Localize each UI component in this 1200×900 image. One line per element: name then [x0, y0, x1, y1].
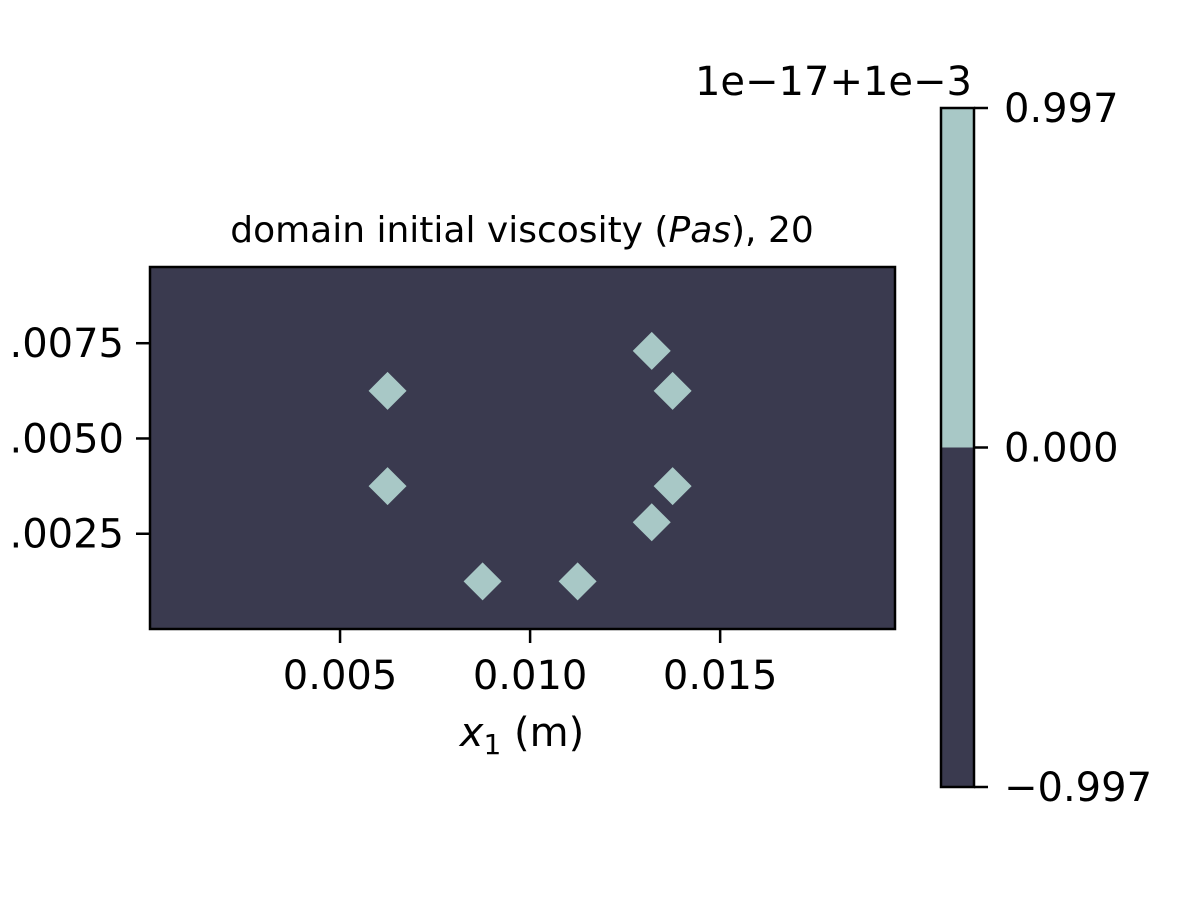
- x-axis-ticks: 0.005 0.010 0.015: [283, 629, 778, 699]
- x-tick-label-2: 0.015: [663, 653, 778, 699]
- x-tick-label-0: 0.005: [283, 653, 398, 699]
- colorbar-segment-0: [941, 108, 974, 448]
- data-point-4: [632, 503, 671, 542]
- data-point-0: [368, 371, 407, 410]
- y-tick-label-2: .0075: [9, 321, 124, 367]
- colorbar-segments: [941, 108, 974, 787]
- data-point-5: [653, 467, 692, 506]
- colorbar-ticks: 0.997 0.000 −0.997: [974, 86, 1152, 811]
- marker-group: [368, 331, 692, 601]
- x-axis-label-unit: (m): [501, 710, 584, 756]
- plot-background: [150, 267, 895, 629]
- data-point-1: [368, 467, 407, 506]
- y-tick-label-0: .0025: [9, 512, 124, 558]
- x-axis-label-var: x: [458, 710, 484, 756]
- data-point-6: [653, 371, 692, 410]
- x-axis-label: x1 (m): [458, 710, 584, 761]
- title-text: domain initial viscosity (: [230, 210, 668, 251]
- colorbar-tick-label-0: 0.997: [1004, 86, 1119, 132]
- title-var: Pas: [668, 210, 731, 251]
- colorbar: 1e−17+1e−3 0.997 0.000 −0.997: [695, 59, 1152, 811]
- title-suffix: ), 20: [731, 210, 814, 251]
- chart-title: domain initial viscosity (Pas), 20: [230, 210, 814, 251]
- plot-frame: [148, 265, 897, 631]
- y-axis-ticks: .0025 .0050 .0075: [9, 321, 150, 558]
- data-point-7: [632, 331, 671, 370]
- colorbar-tick-label-2: −0.997: [1004, 765, 1152, 811]
- y-tick-label-1: .0050: [9, 416, 124, 462]
- data-point-3: [558, 562, 597, 601]
- colorbar-offset-label: 1e−17+1e−3: [695, 59, 972, 105]
- colorbar-tick-label-1: 0.000: [1004, 426, 1119, 472]
- plot-area: [148, 265, 897, 631]
- data-point-2: [463, 562, 502, 601]
- colorbar-segment-1: [941, 447, 974, 787]
- x-axis-label-sub: 1: [483, 728, 501, 761]
- x-tick-label-1: 0.010: [473, 653, 588, 699]
